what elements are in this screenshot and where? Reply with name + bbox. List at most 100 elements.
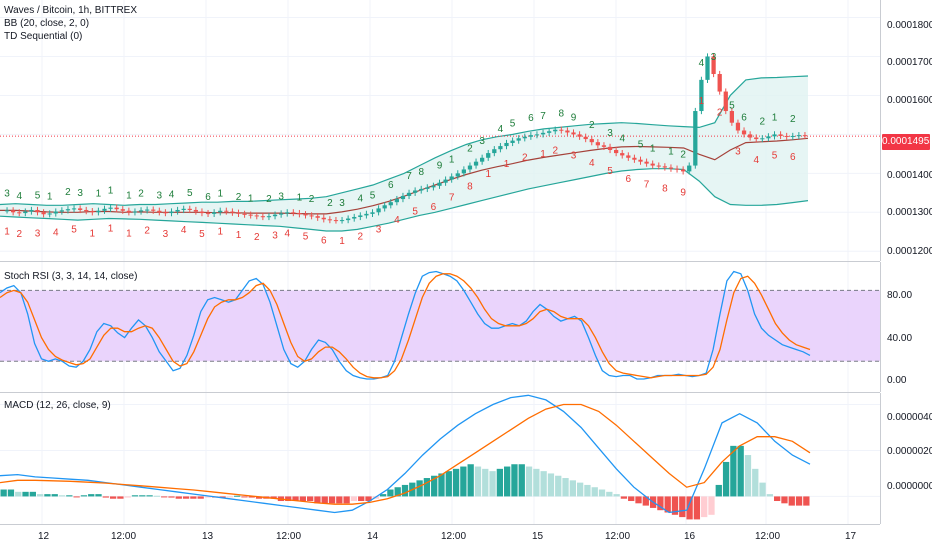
stoch-legend[interactable]: Stoch RSI (3, 3, 14, 14, close) xyxy=(4,271,138,282)
candle-body xyxy=(626,155,631,158)
candle-body xyxy=(419,188,424,191)
candle-body xyxy=(681,169,686,172)
candle-body xyxy=(151,209,156,211)
td-legend[interactable]: TD Sequential (0) xyxy=(4,31,83,42)
bb-legend[interactable]: BB (20, close, 2, 0) xyxy=(4,18,90,29)
macd-histogram-bar xyxy=(591,487,598,497)
td-label-bottom: 4 xyxy=(589,158,595,169)
macd-histogram-bar xyxy=(511,464,518,497)
macd-histogram-bar xyxy=(693,496,701,520)
candle-body xyxy=(339,220,345,222)
candle-body xyxy=(352,216,357,219)
td-label-top: 3 xyxy=(278,191,284,202)
macd-histogram-bar xyxy=(795,496,803,506)
macd-histogram-bar xyxy=(358,496,365,502)
time-tick: 12:00 xyxy=(755,531,781,542)
td-label-top: 1 xyxy=(248,193,254,204)
td-label-bottom: 6 xyxy=(431,202,437,213)
candle-body xyxy=(333,220,339,222)
candle-body xyxy=(236,212,241,214)
td-label-top: 1 xyxy=(297,192,303,203)
macd-histogram-bar xyxy=(474,466,482,497)
td-label-top: 7 xyxy=(540,111,546,122)
macd-histogram-bar xyxy=(117,496,124,499)
macd-histogram-bar xyxy=(66,495,73,497)
td-label-bottom: 4 xyxy=(284,228,290,239)
candle-body xyxy=(413,190,418,193)
macd-histogram-bar xyxy=(584,484,591,497)
macd-histogram-bar xyxy=(686,496,693,520)
td-label-top: 1 xyxy=(772,112,778,123)
candle-body xyxy=(699,79,704,112)
td-label-top: 4 xyxy=(169,190,175,201)
candle-body xyxy=(449,176,454,180)
macd-histogram-bar xyxy=(504,466,511,497)
td-label-bottom: 9 xyxy=(680,187,686,198)
td-label-top: 2 xyxy=(266,194,272,205)
td-label-bottom: 2 xyxy=(522,153,528,164)
candle-body xyxy=(145,209,150,211)
macd-histogram-bar xyxy=(226,496,234,498)
candle-body xyxy=(254,215,259,217)
candle-body xyxy=(406,192,412,196)
symbol-title[interactable]: Waves / Bitcoin, 1h, BITTREX xyxy=(4,5,138,16)
time-axis[interactable]: 12 12:00 13 12:00 14 12:00 15 12:00 16 1… xyxy=(0,525,880,550)
td-label-top: 2 xyxy=(790,114,796,125)
stoch-axis[interactable]: 80.00 40.00 0.00 xyxy=(880,262,932,392)
candle-body xyxy=(65,209,71,211)
macd-histogram-bar xyxy=(774,496,781,502)
macd-histogram-bar xyxy=(182,496,190,499)
macd-pane[interactable]: MACD (12, 26, close, 9) xyxy=(0,393,880,525)
stoch-band xyxy=(0,290,880,362)
candle-body xyxy=(218,210,223,213)
td-label-top: 1 xyxy=(668,147,674,158)
macd-histogram-bar xyxy=(555,475,562,497)
candle-body xyxy=(467,165,473,170)
macd-histogram-bar xyxy=(496,468,504,497)
td-label-top: 8 xyxy=(418,167,424,178)
td-label-top: 1 xyxy=(126,190,132,201)
macd-histogram-bar xyxy=(642,496,649,506)
macd-chart[interactable] xyxy=(0,393,880,524)
macd-legend[interactable]: MACD (12, 26, close, 9) xyxy=(4,400,111,411)
candle-body xyxy=(370,212,375,214)
stoch-d-line xyxy=(0,273,811,379)
macd-histogram-bar xyxy=(29,491,36,497)
candle-body xyxy=(364,213,369,216)
td-label-bottom: 5 xyxy=(607,166,613,177)
macd-histogram-bar xyxy=(219,496,226,498)
stoch-tick: 80.00 xyxy=(887,290,913,301)
candle-body xyxy=(17,212,22,214)
candle-body xyxy=(96,210,101,213)
macd-histogram-bar xyxy=(255,496,263,499)
macd-histogram-bar xyxy=(241,496,248,498)
candle-body xyxy=(400,195,406,200)
candle-body xyxy=(266,216,272,218)
macd-histogram-bar xyxy=(737,445,744,497)
macd-tick: 0.00000000 xyxy=(887,481,932,492)
td-label-bottom: 2 xyxy=(144,226,150,237)
stoch-chart[interactable] xyxy=(0,262,880,392)
candle-body xyxy=(754,137,759,140)
macd-histogram-bar xyxy=(416,480,423,497)
td-label-bottom: 1 xyxy=(236,230,242,241)
candle-body xyxy=(187,208,192,210)
macd-histogram-bar xyxy=(204,496,212,498)
candle-body xyxy=(516,138,521,141)
macd-histogram-bar xyxy=(306,496,314,502)
macd-histogram-bar xyxy=(270,496,277,499)
macd-histogram-bar xyxy=(394,487,401,497)
macd-histogram-bar xyxy=(379,494,387,497)
time-tick: 14 xyxy=(367,531,379,542)
td-label-top: 4 xyxy=(699,58,705,69)
td-label-top: 5 xyxy=(729,101,735,112)
stoch-pane[interactable]: Stoch RSI (3, 3, 14, 14, close) xyxy=(0,262,880,393)
macd-histogram-bar xyxy=(131,495,139,497)
